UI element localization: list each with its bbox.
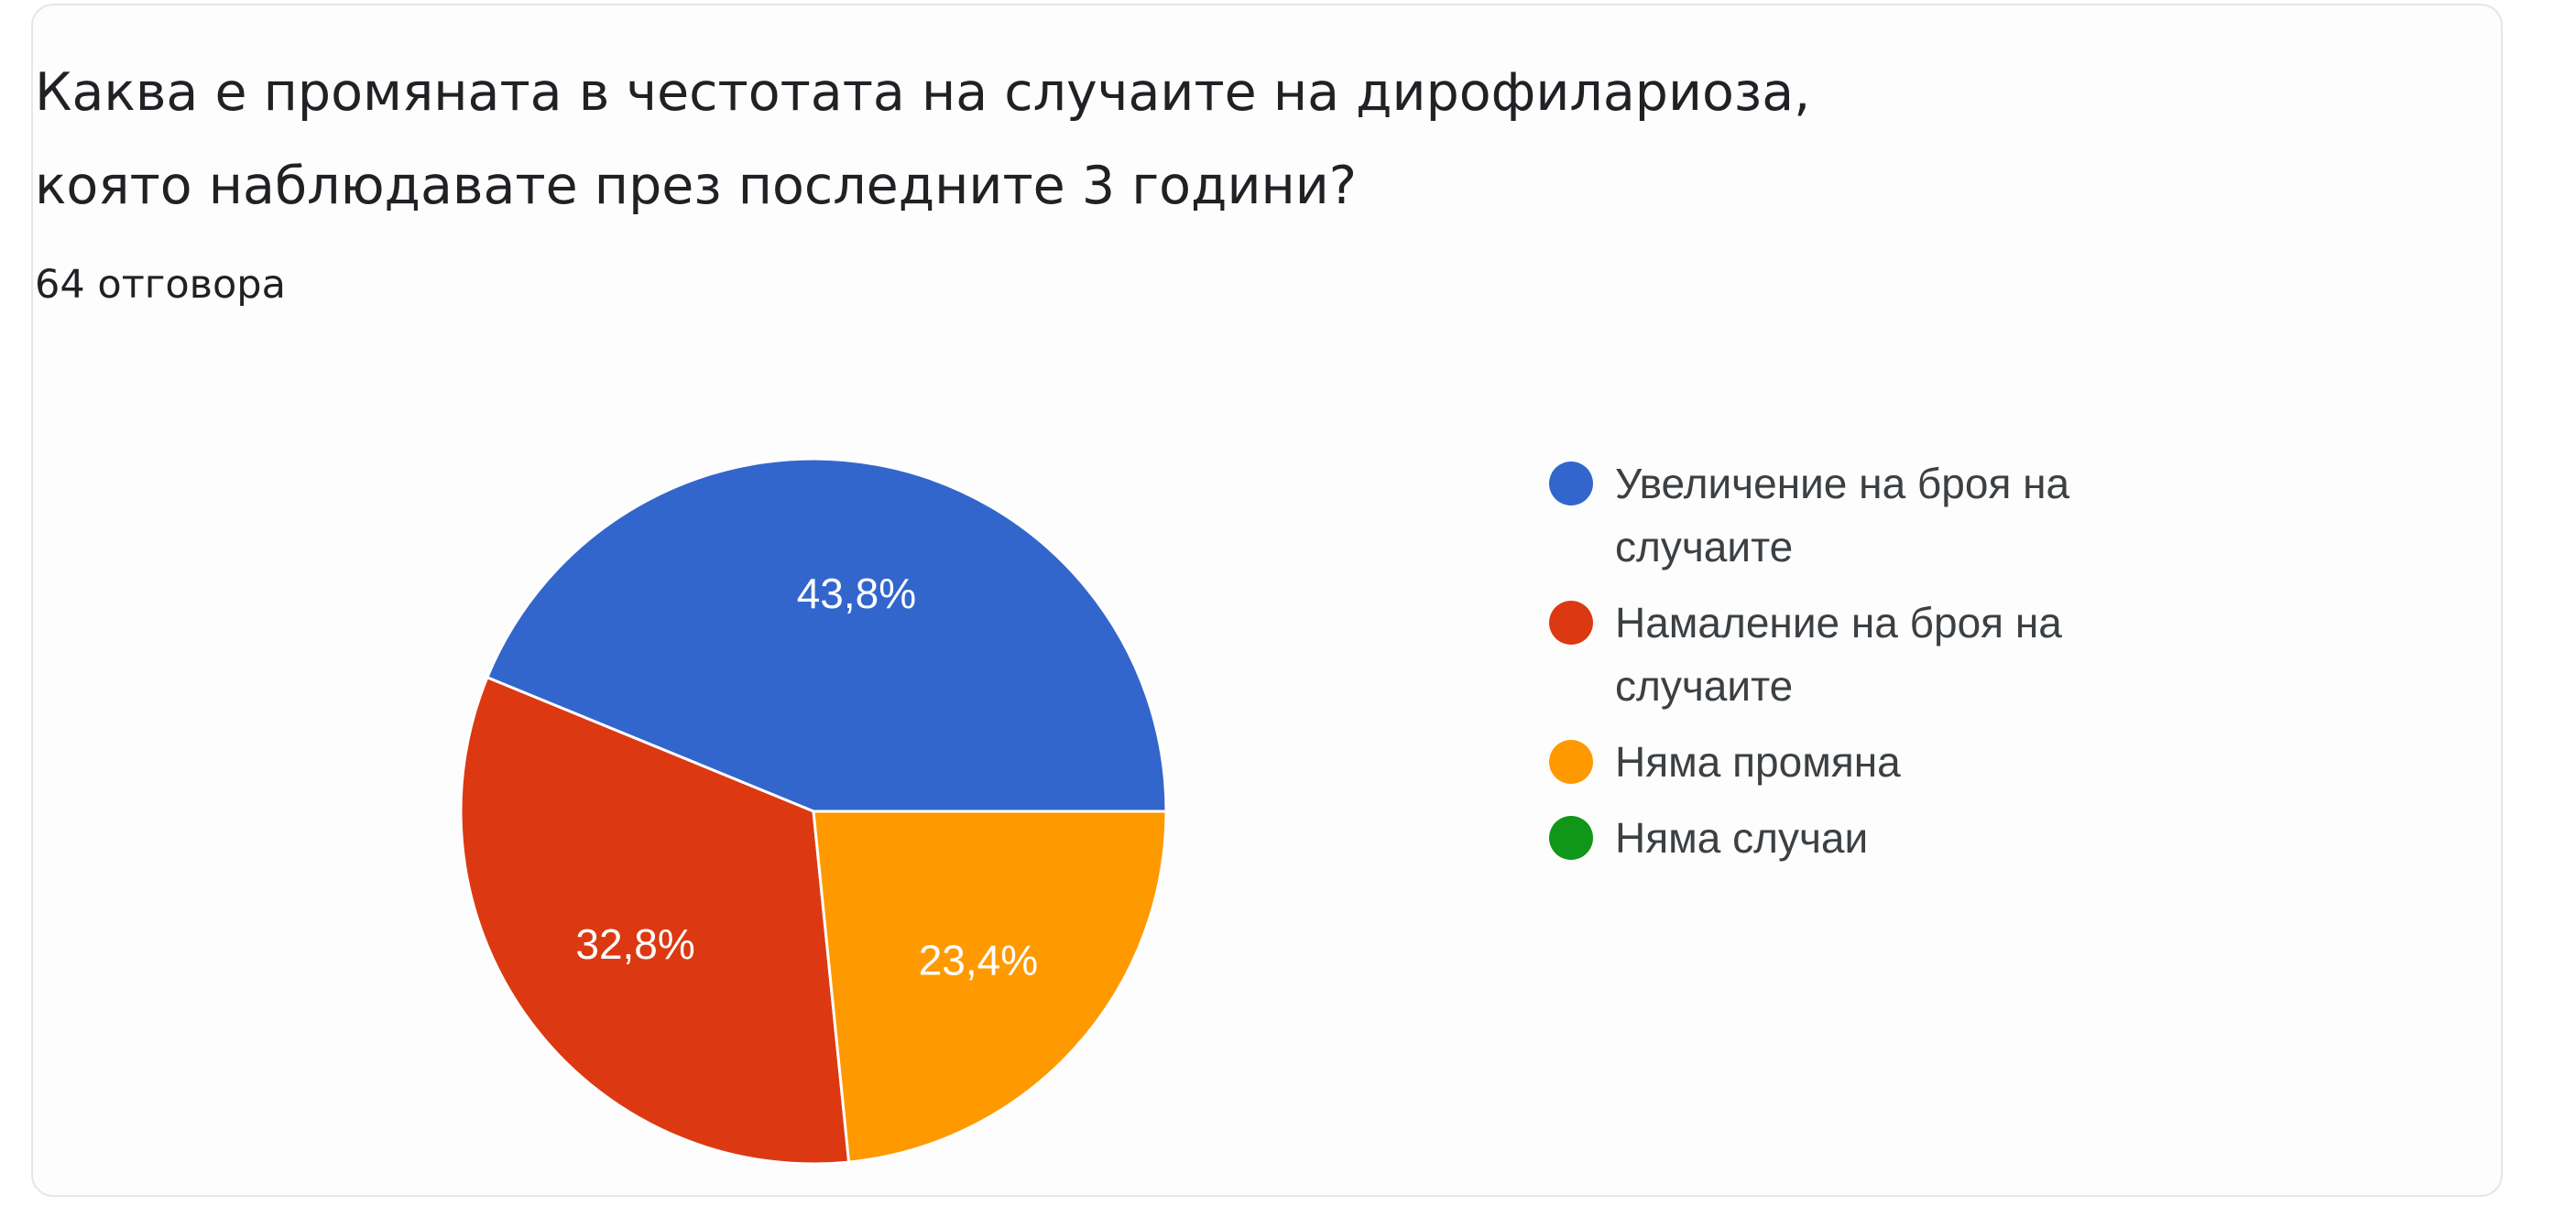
legend-label: случаите — [1615, 662, 1793, 710]
legend-label: случаите — [1615, 523, 1793, 570]
pie-slice[interactable] — [459, 675, 851, 1166]
pie-data-label: 23,4% — [919, 937, 1038, 984]
legend-swatch — [1549, 462, 1593, 505]
legend-label: Намаление на броя на — [1615, 599, 2062, 646]
legend-item[interactable]: Няма случаи — [1549, 814, 1868, 862]
legend-item[interactable]: Няма промяна — [1549, 738, 1901, 786]
legend-label: Увеличение на броя на — [1615, 460, 2070, 507]
legend-swatch — [1549, 816, 1593, 860]
pie-data-label: 32,8% — [575, 920, 694, 968]
legend-swatch — [1549, 740, 1593, 784]
legend-item[interactable]: Увеличение на броя на случаите — [1549, 460, 2070, 570]
pie-data-labels: 43,8% 32,8% 23,4% — [575, 570, 1038, 984]
question-title-line-2: която наблюдавате през последните 3 годи… — [35, 156, 1358, 216]
question-title-line-1: Каква е промяната в честотата на случаит… — [35, 62, 1811, 123]
pie-chart: 43,8% 32,8% 23,4% Увеличение на броя на слу… — [459, 457, 2070, 1166]
pie-slice[interactable] — [485, 457, 1168, 813]
pie-data-label: 43,8% — [797, 570, 916, 617]
pie-slice[interactable] — [812, 809, 1168, 1164]
question-card: Каква е промяната в честотата на случаит… — [31, 4, 2503, 1197]
legend-label: Няма случаи — [1615, 814, 1868, 862]
response-count: 64 отговора — [35, 262, 286, 308]
legend-label: Няма промяна — [1615, 738, 1901, 786]
legend-swatch — [1549, 601, 1593, 645]
question-title: Каква е промяната в честотата на случаит… — [35, 46, 2233, 233]
legend-item[interactable]: Намаление на броя на случаите — [1549, 599, 2062, 710]
pie-slices — [459, 457, 1168, 1166]
